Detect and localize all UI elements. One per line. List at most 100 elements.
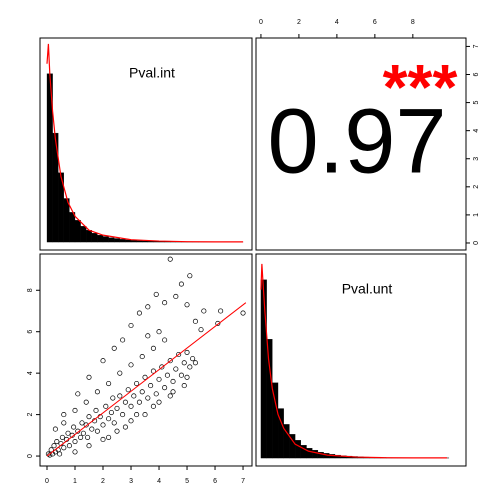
y-tick-label: 8 xyxy=(27,288,34,292)
scatter-point xyxy=(136,310,142,316)
fit-line xyxy=(46,302,247,457)
scatter-point xyxy=(181,360,187,366)
scatter-point xyxy=(215,320,221,326)
histogram-bar xyxy=(266,339,273,459)
scatter-point xyxy=(75,391,81,397)
scatter-point xyxy=(170,389,176,395)
scatter-point xyxy=(156,329,162,335)
scatter-point xyxy=(100,422,106,428)
scatter-point xyxy=(122,424,128,430)
scatter-point xyxy=(72,449,78,455)
scatter-point xyxy=(198,327,204,333)
scatter-point xyxy=(184,302,190,308)
significance-stars: *** xyxy=(383,51,458,123)
scatter-point xyxy=(51,443,57,449)
scatter-point xyxy=(162,300,168,306)
y-tick-label: 6 xyxy=(27,330,34,334)
scatter-point xyxy=(150,368,156,374)
scatter-point xyxy=(66,443,72,449)
scatter-point xyxy=(148,383,154,389)
histogram-bar xyxy=(69,212,76,243)
scatter-point xyxy=(83,422,89,428)
histogram-bar xyxy=(86,230,92,243)
scatter-point xyxy=(192,318,198,324)
scatter-point xyxy=(93,407,99,414)
scatter-point xyxy=(117,393,123,399)
x-tick-label: 7 xyxy=(241,478,245,485)
y-tick-label: 7 xyxy=(473,44,480,48)
scatter-point xyxy=(86,414,92,420)
x-tick-label: 0 xyxy=(45,478,49,485)
scatter-point xyxy=(201,308,207,314)
scatter-point xyxy=(131,393,137,399)
scatter-point xyxy=(128,322,134,329)
scatter-point xyxy=(111,345,117,351)
scatter-point xyxy=(72,438,78,445)
scatter-point xyxy=(108,409,114,416)
scatter-point xyxy=(156,399,162,405)
scatter-point xyxy=(110,395,116,401)
y-tick-label: 4 xyxy=(27,371,34,375)
scatter-point xyxy=(187,364,193,370)
y-tick-label: 1 xyxy=(473,213,480,217)
scatter-point xyxy=(153,291,159,297)
histogram-bar xyxy=(91,233,98,243)
y-tick-label: 4 xyxy=(473,129,480,133)
scatter-point xyxy=(181,383,187,389)
scatter-point xyxy=(122,399,128,405)
scatter-point xyxy=(162,337,168,343)
scatter-point xyxy=(167,358,173,364)
scatter-point xyxy=(71,424,77,430)
y-tick-label: 0 xyxy=(27,454,34,458)
panel-frame xyxy=(39,253,253,467)
scatter-point xyxy=(86,374,92,380)
scatter-point xyxy=(167,256,173,262)
scatter-point xyxy=(85,434,91,440)
scatter-point xyxy=(128,362,134,368)
histogram-bar xyxy=(97,234,104,243)
scatter-point xyxy=(86,443,92,449)
scatter-point xyxy=(173,293,179,300)
scatter-point xyxy=(106,434,112,440)
scatter-point xyxy=(240,310,246,316)
scatter-point xyxy=(128,403,134,409)
scatter-point xyxy=(83,399,89,405)
histogram-bar xyxy=(119,239,126,243)
scatter-point xyxy=(117,370,123,376)
histogram-bar xyxy=(125,239,132,243)
scatter-point xyxy=(54,438,60,445)
histogram-bar xyxy=(63,198,70,243)
scatter-point xyxy=(218,308,224,314)
scatter-point xyxy=(187,273,193,279)
scatter-point xyxy=(125,387,131,393)
x-tick-label: 8 xyxy=(411,19,415,26)
scatter-point xyxy=(176,351,182,358)
scatter-point xyxy=(114,428,120,434)
histogram-bar xyxy=(294,440,301,459)
scatter-point xyxy=(128,418,134,424)
scatter-point xyxy=(192,360,198,366)
scatter-point xyxy=(156,376,162,382)
histogram-bar xyxy=(114,238,120,243)
scatter-point xyxy=(167,393,173,399)
scatter-point xyxy=(145,304,151,310)
x-tick-label: 4 xyxy=(335,19,339,26)
histogram-bar xyxy=(306,448,313,459)
panel-frame xyxy=(255,253,467,467)
scatter-point xyxy=(150,345,156,351)
scatter-point xyxy=(100,358,106,364)
panel-frame xyxy=(39,37,253,251)
variable-name: Pval.unt xyxy=(342,281,393,297)
histogram-bar xyxy=(136,240,143,243)
y-tick-label: 2 xyxy=(473,185,480,189)
scatter-point xyxy=(153,391,159,397)
scatter-point xyxy=(57,451,63,457)
scatter-point xyxy=(150,403,156,409)
variable-name: Pval.int xyxy=(129,65,175,81)
panel-frame xyxy=(255,37,467,251)
scatter-point xyxy=(61,412,67,418)
x-tick-label: 6 xyxy=(213,478,217,485)
x-tick-label: 3 xyxy=(129,478,133,485)
scatter-point xyxy=(59,434,65,440)
y-tick-label: 2 xyxy=(27,413,34,417)
